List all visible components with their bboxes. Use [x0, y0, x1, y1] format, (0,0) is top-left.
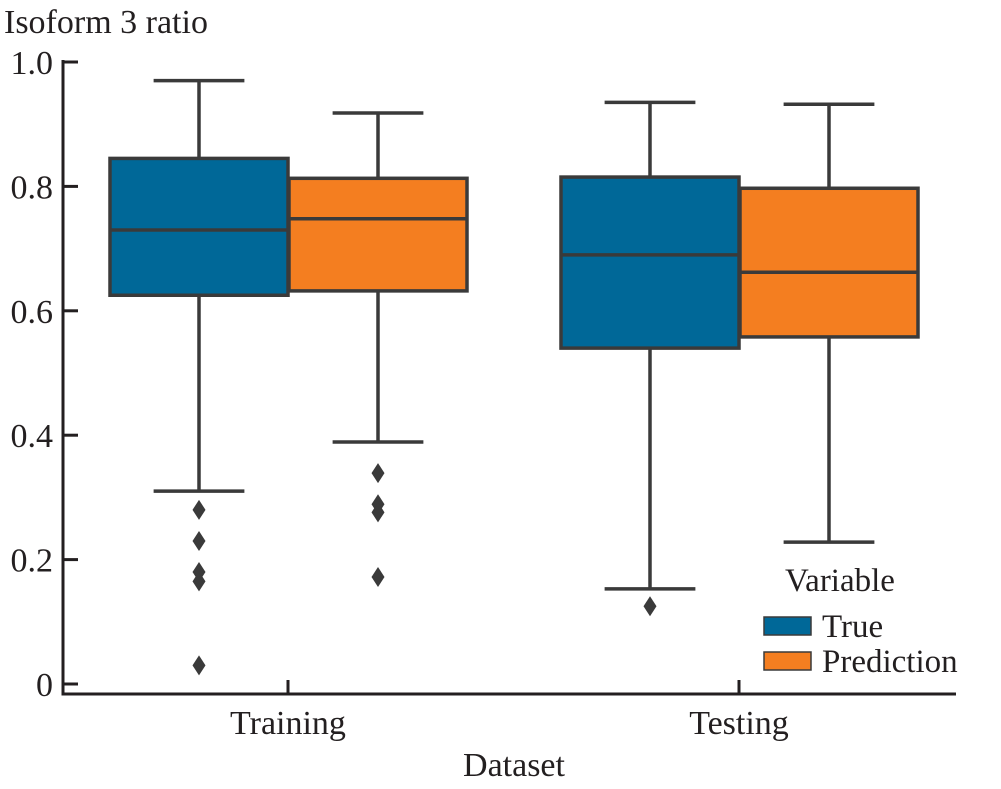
outlier-point	[643, 596, 657, 617]
x-axis-label: Dataset	[463, 747, 566, 784]
box-true-training	[108, 78, 290, 676]
outlier-point	[192, 530, 206, 551]
x-tick-label: Testing	[689, 705, 789, 742]
y-tick-label: 1.0	[11, 45, 54, 82]
box-iqr	[559, 175, 741, 350]
legend: Variable True Prediction	[763, 563, 958, 680]
y-tick-label: 0	[36, 667, 53, 704]
box-iqr	[108, 156, 290, 297]
x-tick-label: Training	[230, 705, 346, 742]
legend-label-prediction: Prediction	[822, 644, 958, 680]
legend-swatch-true	[763, 616, 812, 636]
box-iqr	[287, 176, 469, 293]
boxes-group	[108, 78, 920, 676]
outlier-point	[192, 571, 206, 592]
outlier-point	[371, 567, 385, 588]
y-axis-label: Isoform 3 ratio	[4, 4, 208, 41]
legend-swatch-prediction	[763, 651, 812, 671]
y-tick-label: 0.8	[11, 169, 54, 206]
y-axis: 0 0.2 0.4 0.6 0.8 1.0	[11, 45, 78, 704]
box-true-testing	[559, 100, 741, 617]
legend-title: Variable	[785, 563, 895, 599]
y-tick-label: 0.2	[11, 543, 54, 580]
x-axis: Training Testing	[61, 680, 956, 742]
box-prediction-testing	[738, 102, 920, 544]
legend-label-true: True	[822, 609, 883, 645]
box-iqr	[738, 186, 920, 339]
box-prediction-training	[287, 111, 469, 588]
y-tick-label: 0.4	[11, 418, 54, 455]
outlier-point	[192, 499, 206, 520]
y-tick-label: 0.6	[11, 294, 54, 331]
outlier-point	[192, 655, 206, 676]
outlier-point	[371, 502, 385, 523]
outlier-point	[371, 463, 385, 484]
